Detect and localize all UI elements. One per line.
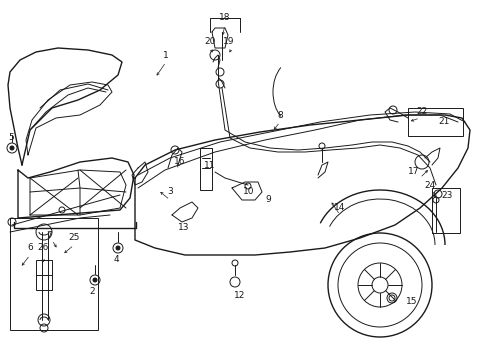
- Bar: [407, 108, 462, 136]
- Text: 18: 18: [219, 13, 230, 22]
- Text: 13: 13: [178, 224, 189, 233]
- Text: 10: 10: [243, 188, 254, 197]
- Text: 15: 15: [406, 297, 417, 306]
- Text: 2: 2: [89, 288, 95, 297]
- Circle shape: [93, 278, 97, 282]
- Text: 1: 1: [163, 50, 168, 59]
- Text: 21: 21: [437, 117, 449, 126]
- Text: 3: 3: [167, 188, 173, 197]
- Text: 14: 14: [334, 203, 345, 212]
- Text: 17: 17: [407, 167, 419, 176]
- Text: 24: 24: [424, 180, 435, 189]
- Text: 12: 12: [234, 291, 245, 300]
- Text: 22: 22: [415, 108, 427, 117]
- Text: 16: 16: [174, 158, 185, 166]
- Text: 11: 11: [204, 161, 215, 170]
- Text: 23: 23: [440, 190, 452, 199]
- Circle shape: [116, 246, 120, 250]
- Text: 19: 19: [223, 37, 234, 46]
- Text: 25: 25: [68, 234, 80, 243]
- Text: 8: 8: [277, 111, 282, 120]
- Text: 4: 4: [113, 256, 119, 265]
- Text: 26: 26: [37, 243, 49, 252]
- Bar: [200, 148, 212, 190]
- Circle shape: [10, 146, 14, 150]
- Text: 5: 5: [8, 134, 14, 143]
- Bar: [10, 218, 98, 330]
- Text: 9: 9: [264, 195, 270, 204]
- Text: 7: 7: [46, 230, 52, 239]
- Text: 6: 6: [27, 243, 33, 252]
- Text: 20: 20: [204, 37, 215, 46]
- Bar: [36, 260, 52, 290]
- Bar: [431, 188, 459, 233]
